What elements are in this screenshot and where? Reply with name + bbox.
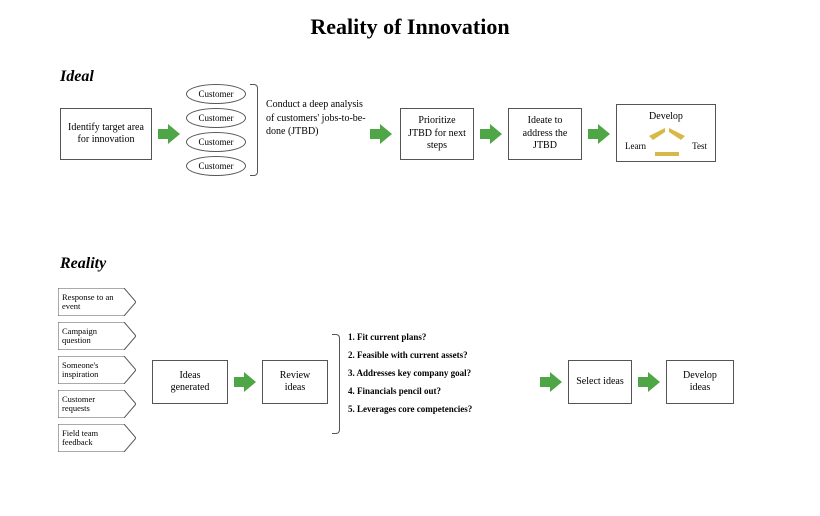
tiny-arrow-icon: [669, 127, 685, 145]
ideal-label: Ideal: [60, 68, 94, 86]
reality-input-label: Someone's inspiration: [62, 356, 124, 384]
customer-ellipse: Customer: [186, 132, 246, 152]
reality-input-label: Field team feedback: [62, 424, 124, 452]
ideal-step3: Prioritize JTBD for next steps: [400, 108, 474, 160]
question-item: 2. Feasible with current assets?: [348, 346, 548, 364]
arrow-icon: [234, 372, 256, 392]
reality-step1: Ideas generated: [152, 360, 228, 404]
customer-ellipse: Customer: [186, 156, 246, 176]
reality-label: Reality: [60, 255, 106, 273]
reality-input-label: Customer requests: [62, 390, 124, 418]
reality-input-label: Response to an event: [62, 288, 124, 316]
arrow-icon: [158, 124, 180, 144]
reality-input: Someone's inspiration: [58, 356, 136, 384]
reality-step2: Review ideas: [262, 360, 328, 404]
question-item: 5. Leverages core competencies?: [348, 400, 548, 418]
reality-step4: Develop ideas: [666, 360, 734, 404]
ideal-analysis-text: Conduct a deep analysis of customers' jo…: [266, 98, 366, 139]
reality-input: Field team feedback: [58, 424, 136, 452]
reality-questions: 1. Fit current plans? 2. Feasible with c…: [348, 328, 548, 418]
customer-ellipse: Customer: [186, 108, 246, 128]
arrow-icon: [588, 124, 610, 144]
ideal-step4: Ideate to address the JTBD: [508, 108, 582, 160]
reality-input-label: Campaign question: [62, 322, 124, 350]
reality-step3: Select ideas: [568, 360, 632, 404]
customer-ellipse: Customer: [186, 84, 246, 104]
arrow-icon: [480, 124, 502, 144]
question-item: 3. Addresses key company goal?: [348, 364, 548, 382]
tiny-arrow-icon: [649, 127, 665, 145]
develop-learn: Learn: [625, 141, 646, 151]
question-item: 1. Fit current plans?: [348, 328, 548, 346]
page-title: Reality of Innovation: [0, 0, 820, 40]
bracket-icon: [250, 84, 258, 176]
tiny-arrow-icon: [655, 145, 679, 163]
develop-test: Test: [692, 141, 707, 151]
question-item: 4. Financials pencil out?: [348, 382, 548, 400]
arrow-icon: [540, 372, 562, 392]
bracket-icon: [332, 334, 340, 434]
arrow-icon: [638, 372, 660, 392]
ideal-step1: Identify target area for innovation: [60, 108, 152, 160]
arrow-icon: [370, 124, 392, 144]
reality-input: Campaign question: [58, 322, 136, 350]
develop-title: Develop: [617, 111, 715, 122]
reality-input: Customer requests: [58, 390, 136, 418]
ideal-develop-box: Develop Learn Test: [616, 104, 716, 162]
reality-input: Response to an event: [58, 288, 136, 316]
